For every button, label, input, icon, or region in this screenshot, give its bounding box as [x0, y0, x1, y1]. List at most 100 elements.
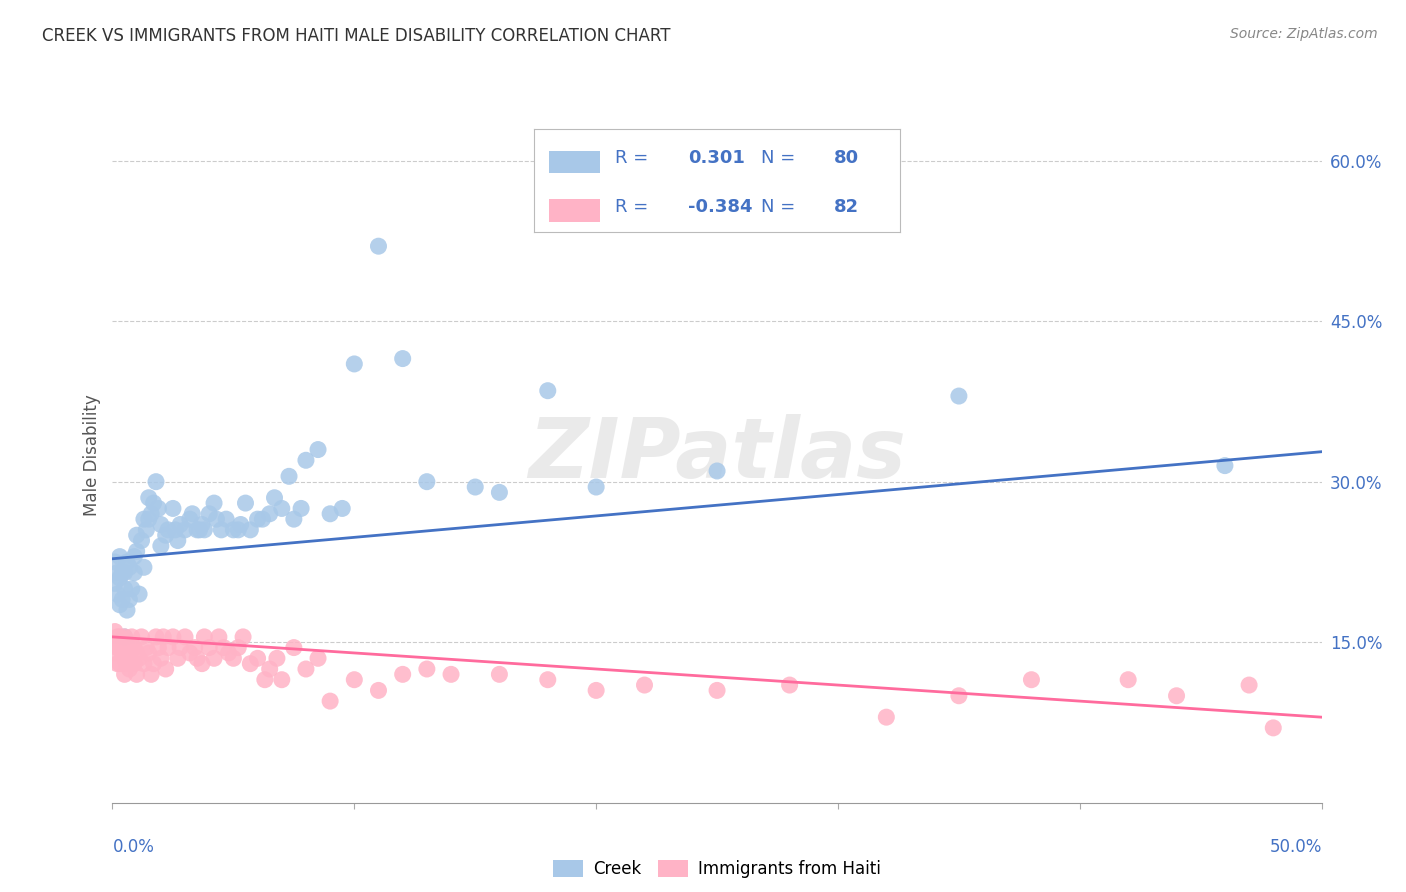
Point	[121, 582, 143, 596]
Y-axis label: Male Disability: Male Disability	[83, 394, 101, 516]
Point	[263, 491, 285, 505]
Point	[198, 507, 221, 521]
Point	[108, 630, 131, 644]
Text: 82: 82	[834, 198, 859, 216]
Point	[125, 646, 148, 660]
Point	[307, 442, 329, 457]
Point	[105, 566, 128, 580]
Point	[226, 523, 249, 537]
Point	[165, 523, 187, 537]
Point	[295, 662, 318, 676]
Point	[132, 560, 155, 574]
Point	[330, 501, 353, 516]
Point	[222, 523, 245, 537]
Point	[416, 475, 439, 489]
Point	[169, 640, 191, 655]
Point	[229, 517, 252, 532]
Point	[174, 630, 197, 644]
Point	[179, 512, 201, 526]
Text: N =: N =	[761, 149, 801, 167]
Point	[169, 517, 191, 532]
Point	[585, 480, 607, 494]
Point	[125, 544, 148, 558]
Point	[259, 662, 281, 676]
Point	[215, 512, 238, 526]
Point	[162, 501, 184, 516]
Text: 0.301: 0.301	[688, 149, 745, 167]
Point	[132, 657, 155, 671]
Point	[118, 646, 141, 660]
Point	[128, 651, 150, 665]
Point	[131, 630, 153, 644]
Point	[193, 523, 215, 537]
Point	[183, 640, 205, 655]
Point	[108, 640, 131, 655]
Point	[537, 384, 560, 398]
Point	[706, 464, 728, 478]
Point	[155, 528, 177, 542]
Point	[114, 651, 136, 665]
Point	[283, 512, 305, 526]
Point	[114, 630, 136, 644]
Point	[122, 640, 145, 655]
Point	[779, 678, 801, 692]
Legend: Creek, Immigrants from Haiti: Creek, Immigrants from Haiti	[547, 854, 887, 885]
Point	[270, 673, 292, 687]
Point	[142, 657, 165, 671]
Point	[166, 533, 188, 548]
Text: 80: 80	[834, 149, 859, 167]
Point	[114, 566, 136, 580]
FancyBboxPatch shape	[548, 199, 600, 221]
Text: Source: ZipAtlas.com: Source: ZipAtlas.com	[1230, 27, 1378, 41]
Point	[121, 630, 143, 644]
Point	[114, 667, 136, 681]
Point	[633, 678, 655, 692]
Point	[135, 640, 157, 655]
Point	[391, 667, 413, 681]
Point	[135, 523, 157, 537]
Point	[148, 640, 170, 655]
Text: 50.0%: 50.0%	[1270, 838, 1322, 856]
Point	[226, 640, 249, 655]
Point	[111, 646, 134, 660]
Point	[108, 598, 131, 612]
Point	[157, 523, 180, 537]
Point	[295, 453, 318, 467]
Point	[1021, 673, 1043, 687]
Point	[283, 640, 305, 655]
Point	[104, 555, 127, 569]
Point	[181, 507, 204, 521]
Point	[132, 512, 155, 526]
Point	[111, 592, 134, 607]
Point	[246, 651, 269, 665]
Point	[278, 469, 301, 483]
Point	[875, 710, 897, 724]
Point	[537, 673, 560, 687]
Point	[131, 533, 153, 548]
Point	[235, 496, 257, 510]
Point	[193, 630, 215, 644]
Point	[122, 657, 145, 671]
Point	[149, 651, 172, 665]
Point	[125, 528, 148, 542]
Point	[179, 646, 201, 660]
Point	[222, 651, 245, 665]
Point	[188, 523, 211, 537]
Point	[115, 657, 138, 671]
Point	[141, 507, 163, 521]
Point	[1213, 458, 1236, 473]
Point	[343, 357, 366, 371]
Point	[948, 689, 970, 703]
Point	[290, 501, 312, 516]
Point	[138, 512, 160, 526]
Point	[104, 624, 127, 639]
Point	[138, 491, 160, 505]
Point	[488, 485, 510, 500]
Point	[198, 640, 221, 655]
Point	[266, 651, 288, 665]
Point	[121, 640, 143, 655]
Point	[232, 630, 254, 644]
Point	[138, 646, 160, 660]
Point	[104, 576, 127, 591]
Text: ZIPatlas: ZIPatlas	[529, 415, 905, 495]
